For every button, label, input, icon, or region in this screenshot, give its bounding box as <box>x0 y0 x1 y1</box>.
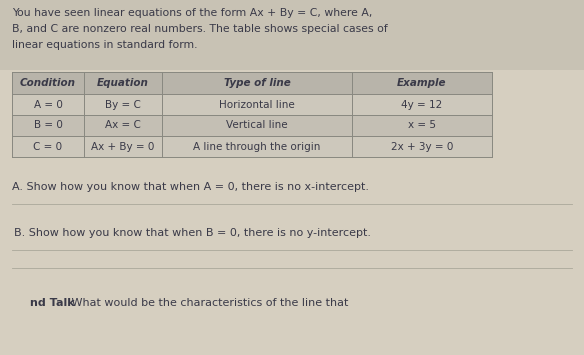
Text: Ax + By = 0: Ax + By = 0 <box>91 142 155 152</box>
FancyBboxPatch shape <box>12 136 492 157</box>
Text: Vertical line: Vertical line <box>226 120 288 131</box>
Text: B = 0: B = 0 <box>33 120 62 131</box>
Text: linear equations in standard form.: linear equations in standard form. <box>12 40 197 50</box>
Text: Ax = C: Ax = C <box>105 120 141 131</box>
FancyBboxPatch shape <box>0 0 584 70</box>
Text: What would be the characteristics of the line that: What would be the characteristics of the… <box>68 298 349 308</box>
Text: C = 0: C = 0 <box>33 142 62 152</box>
FancyBboxPatch shape <box>12 94 492 115</box>
FancyBboxPatch shape <box>12 115 492 136</box>
Text: Condition: Condition <box>20 78 76 88</box>
Text: By = C: By = C <box>105 99 141 109</box>
Text: B. Show how you know that when B = 0, there is no y-intercept.: B. Show how you know that when B = 0, th… <box>14 228 371 238</box>
Text: Horizontal line: Horizontal line <box>219 99 295 109</box>
Text: Example: Example <box>397 78 447 88</box>
Text: B, and C are nonzero real numbers. The table shows special cases of: B, and C are nonzero real numbers. The t… <box>12 24 388 34</box>
Text: A. Show how you know that when A = 0, there is no x-intercept.: A. Show how you know that when A = 0, th… <box>12 182 369 192</box>
Text: 2x + 3y = 0: 2x + 3y = 0 <box>391 142 453 152</box>
Text: You have seen linear equations of the form Ax + By = C, where A,: You have seen linear equations of the fo… <box>12 8 373 18</box>
Text: Equation: Equation <box>97 78 149 88</box>
Text: Type of line: Type of line <box>224 78 290 88</box>
Text: x = 5: x = 5 <box>408 120 436 131</box>
Text: A = 0: A = 0 <box>33 99 62 109</box>
Text: 4y = 12: 4y = 12 <box>401 99 443 109</box>
Text: nd Talk: nd Talk <box>30 298 75 308</box>
FancyBboxPatch shape <box>12 72 492 94</box>
Text: A line through the origin: A line through the origin <box>193 142 321 152</box>
